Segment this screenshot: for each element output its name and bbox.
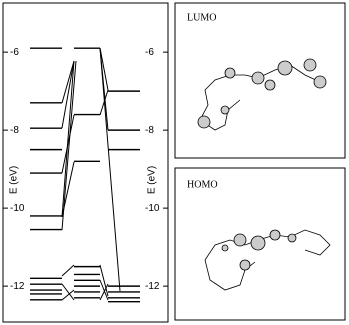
y-tick-label: -6 xyxy=(10,47,19,58)
y2-tick-label: -12 xyxy=(145,281,160,292)
y-tick-label: -12 xyxy=(10,281,25,292)
y-axis-title: E (eV) xyxy=(9,166,20,194)
y2-tick-label: -6 xyxy=(145,47,154,58)
connectors xyxy=(61,47,121,301)
y-tick-label: -8 xyxy=(10,125,19,136)
y2-tick-label: -10 xyxy=(145,203,160,214)
diagram-frame xyxy=(2,2,169,323)
homo-frame xyxy=(174,167,346,321)
homo-molecule xyxy=(204,229,331,291)
y2-tick-label: -8 xyxy=(145,125,154,136)
lumo-molecule xyxy=(197,58,327,131)
y-tick-label: -10 xyxy=(10,203,25,214)
panel-label: HOMO xyxy=(187,179,218,190)
y2-axis-title: E (eV) xyxy=(147,166,158,194)
lumo-frame xyxy=(174,2,346,159)
panel-label: LUMO xyxy=(187,12,216,23)
